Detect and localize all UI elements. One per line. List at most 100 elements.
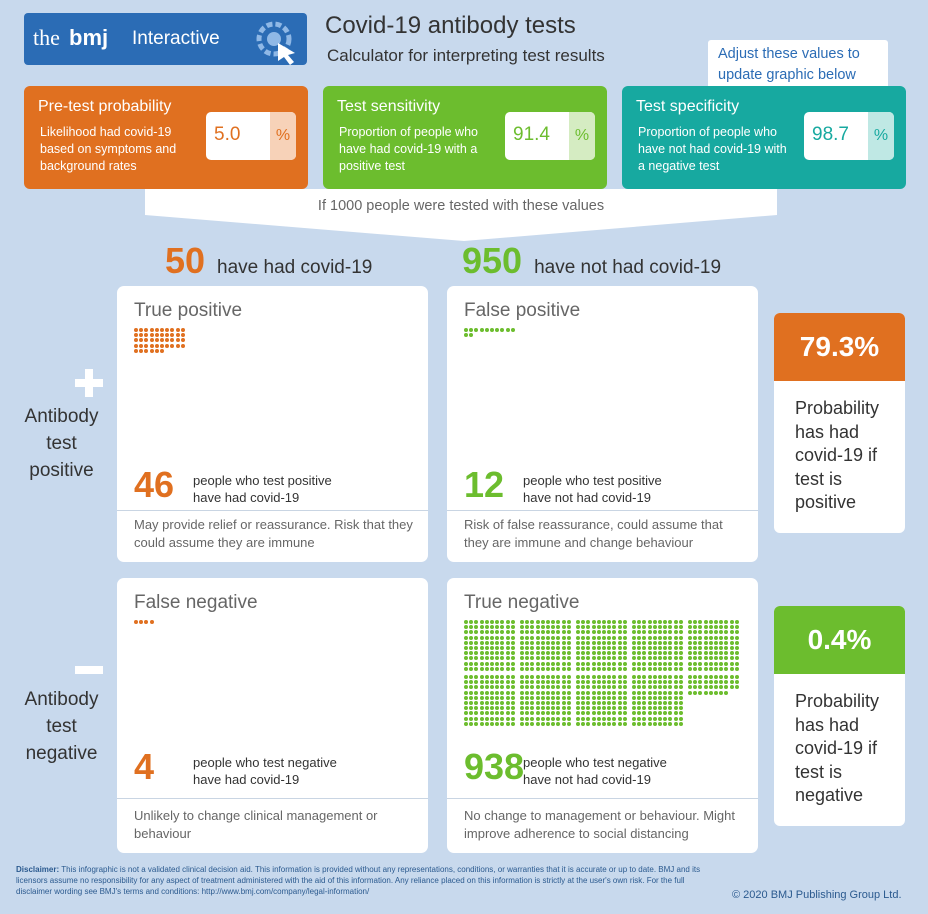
dot: [464, 630, 468, 635]
dot: [551, 666, 556, 671]
dot: [469, 695, 474, 700]
dot: [729, 656, 734, 661]
dot: [642, 695, 647, 700]
dot: [714, 656, 718, 661]
dot: [586, 716, 591, 721]
dot: [663, 685, 668, 690]
dot: [632, 625, 636, 630]
dot: [673, 711, 678, 716]
dot: [500, 328, 505, 332]
dot: [566, 651, 571, 656]
dot: [474, 666, 479, 671]
dot: [505, 661, 510, 666]
dot: [647, 625, 652, 630]
dot: [637, 646, 642, 650]
dot: [658, 706, 662, 711]
dot: [581, 630, 586, 635]
dot: [586, 706, 591, 711]
dot: [607, 706, 612, 711]
dot: [591, 656, 596, 661]
dot: [714, 666, 718, 671]
dot: [556, 711, 561, 716]
dot: [617, 661, 622, 666]
dot: [678, 635, 683, 640]
dot: [490, 646, 494, 650]
dot: [708, 690, 713, 695]
dot: [479, 640, 484, 645]
dot: [566, 675, 571, 679]
dot: [520, 630, 524, 635]
row-label: Antibody test negative: [24, 689, 99, 764]
dot: [658, 646, 662, 650]
dot: [464, 661, 468, 666]
brand-bmj: bmj: [69, 25, 109, 50]
dot: [612, 675, 617, 679]
dot: [469, 680, 474, 685]
dot: [561, 651, 566, 656]
dot: [678, 716, 683, 721]
dot: [474, 680, 479, 685]
dot: [469, 690, 474, 695]
dot: [698, 685, 703, 690]
dot: [652, 620, 657, 624]
dot: [484, 620, 489, 624]
dot: [719, 675, 724, 679]
dot: [729, 640, 734, 645]
input-panel: Test specificity Proportion of people who…: [622, 86, 906, 189]
dot: [678, 695, 683, 700]
input-unit: %: [270, 112, 296, 160]
dot: [540, 706, 545, 711]
input-field[interactable]: 91.4%: [505, 112, 595, 160]
dot: [500, 620, 505, 624]
dot: [719, 646, 724, 650]
dot: [663, 646, 668, 650]
dot: [561, 706, 566, 711]
dot: [479, 701, 484, 705]
banner: [145, 189, 777, 241]
dot: [170, 333, 175, 338]
dot: [734, 680, 739, 685]
dot: [724, 656, 729, 661]
dot: [591, 685, 596, 690]
dot: [596, 651, 601, 656]
dot: [581, 651, 586, 656]
dot: [160, 333, 164, 338]
dot: [602, 620, 606, 624]
dot: [637, 666, 642, 671]
dot: [551, 711, 556, 716]
dot: [149, 328, 154, 332]
dot: [490, 695, 494, 700]
dot: [484, 661, 489, 666]
dot: [617, 701, 622, 705]
dot: [165, 338, 170, 343]
dot: [479, 675, 484, 679]
dot: [464, 695, 468, 700]
dot: [668, 620, 673, 624]
dot: [607, 656, 612, 661]
dot: [139, 343, 144, 348]
dot: [581, 695, 586, 700]
dot: [479, 620, 484, 624]
dot: [703, 635, 708, 640]
dot: [622, 695, 627, 700]
dot: [652, 685, 657, 690]
input-field[interactable]: 98.7%: [804, 112, 894, 160]
dot: [479, 685, 484, 690]
tooltip: Adjust these values to update graphic be…: [708, 40, 888, 103]
dot: [576, 701, 580, 705]
dot: [729, 620, 734, 624]
dot: [505, 716, 510, 721]
input-field[interactable]: 5.0%: [206, 112, 296, 160]
dot: [520, 640, 524, 645]
dot: [576, 685, 580, 690]
logo[interactable]: the bmj Interactive: [24, 13, 307, 65]
dot: [714, 635, 718, 640]
dot: [500, 690, 505, 695]
dot: [622, 666, 627, 671]
dot: [652, 701, 657, 705]
dot: [469, 656, 474, 661]
dot: [581, 635, 586, 640]
dot: [535, 716, 540, 721]
dot: [617, 706, 622, 711]
dot: [622, 661, 627, 666]
